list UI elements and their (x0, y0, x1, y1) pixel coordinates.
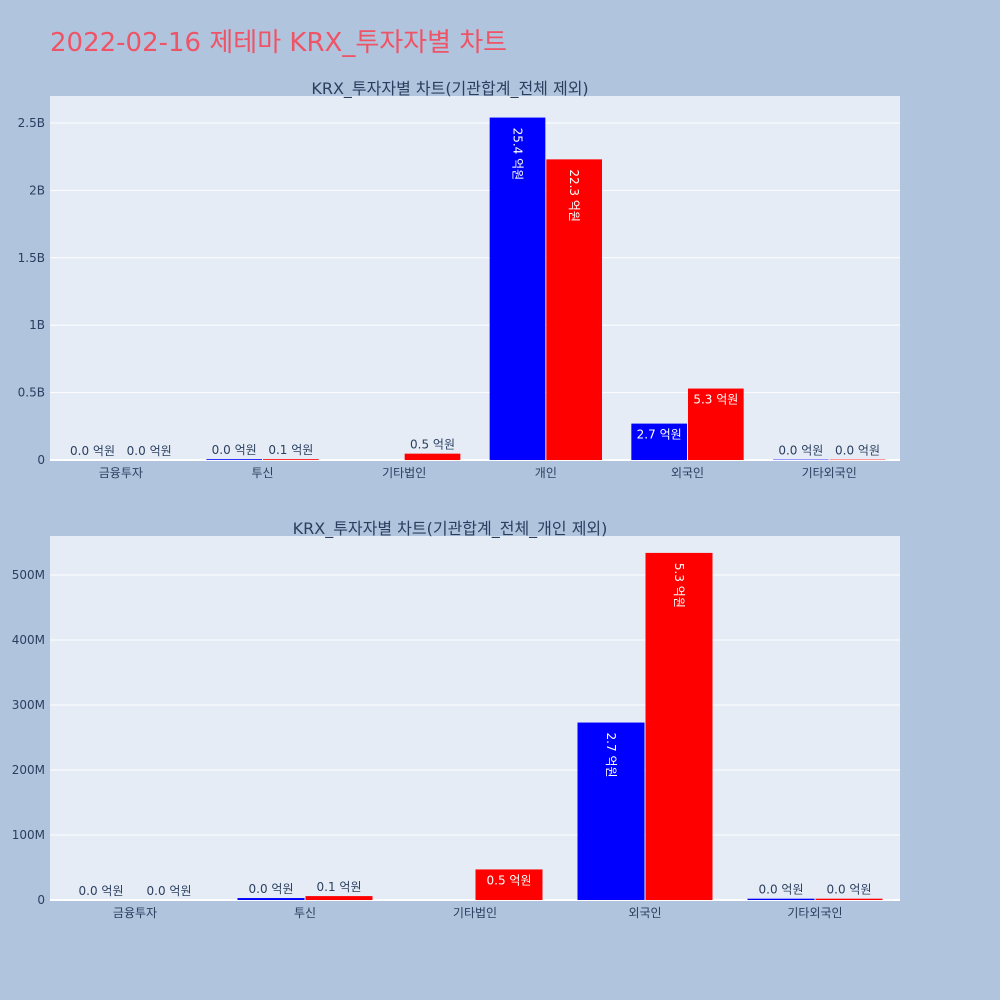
data-label: 5.3 억원 (693, 393, 738, 407)
y-tick-label: 200M (12, 763, 45, 777)
data-label: 0.5 억원 (410, 438, 455, 452)
data-label: 0.1 억원 (268, 443, 313, 457)
bar (688, 388, 744, 460)
x-tick-label: 기타법인 (382, 466, 426, 480)
chart-title: KRX_투자자별 차트(기관합계_전체_개인 제외) (293, 519, 608, 539)
x-tick-label: 금융투자 (99, 466, 143, 480)
x-tick-label: 기타외국인 (787, 906, 842, 920)
bar (263, 459, 319, 460)
data-label: 22.3 억원 (567, 169, 581, 222)
data-label: 0.0 억원 (79, 884, 124, 898)
bar (305, 896, 373, 900)
y-tick-label: 1B (29, 318, 45, 332)
y-tick-label: 300M (12, 698, 45, 712)
data-label: 0.0 억원 (835, 444, 880, 458)
x-tick-label: 개인 (535, 466, 557, 480)
data-label: 0.0 억원 (827, 883, 872, 897)
plot-area (50, 96, 900, 460)
data-label: 0.0 억원 (249, 882, 294, 896)
data-label: 0.0 억원 (212, 443, 257, 457)
chart-without-individuals: 0 100M 200M 300M 400M 500M KRX_투자자별 차트(기관합계_전체… (12, 519, 900, 920)
data-label: 5.3 억원 (672, 563, 686, 608)
bar (489, 117, 546, 460)
data-label: 25.4 억원 (511, 128, 525, 181)
bar (747, 898, 815, 900)
x-tick-label: 외국인 (671, 466, 704, 480)
plot-area (50, 536, 900, 900)
y-tick-label: 2B (29, 183, 45, 197)
x-tick-label: 외국인 (628, 906, 661, 920)
bar (815, 898, 883, 900)
y-tick-label: 100M (12, 828, 45, 842)
data-label: 0.0 억원 (147, 884, 192, 898)
x-tick-label: 투신 (294, 906, 316, 920)
data-label: 2.7 억원 (637, 428, 682, 442)
bar (577, 722, 645, 900)
x-tick-label: 기타법인 (453, 906, 497, 920)
page-title: 2022-02-16 제테마 KRX_투자자별 차트 (50, 28, 508, 58)
y-tick-label: 1.5B (18, 251, 45, 265)
data-label: 2.7 억원 (604, 733, 618, 778)
x-tick-label: 투신 (251, 466, 273, 480)
data-label: 0.1 억원 (317, 880, 362, 894)
chart-title: KRX_투자자별 차트(기관합계_전체 제외) (311, 79, 588, 99)
x-tick-label: 기타외국인 (802, 466, 857, 480)
data-label: 0.0 억원 (70, 444, 115, 458)
y-tick-label: 0.5B (18, 386, 45, 400)
bar (404, 453, 461, 460)
y-tick-label: 2.5B (18, 116, 45, 130)
chart-with-individuals: 0 0.5B 1B 1.5B 2B 2.5B KRX_투자자별 차트(기관합계_전체 제외)… (18, 79, 900, 480)
bar (631, 423, 687, 460)
y-tick-label: 0 (37, 453, 45, 467)
data-label: 0.0 억원 (127, 444, 172, 458)
y-tick-label: 400M (12, 633, 45, 647)
y-tick-label: 500M (12, 568, 45, 582)
bar (475, 869, 543, 900)
bar (546, 159, 602, 460)
data-label: 0.0 억원 (778, 444, 823, 458)
x-tick-label: 금융투자 (113, 906, 157, 920)
bar (206, 459, 262, 460)
bar (645, 552, 713, 900)
bar (237, 898, 305, 900)
data-label: 0.0 억원 (759, 883, 804, 897)
y-tick-label: 0 (37, 893, 45, 907)
data-label: 0.5 억원 (487, 873, 532, 887)
